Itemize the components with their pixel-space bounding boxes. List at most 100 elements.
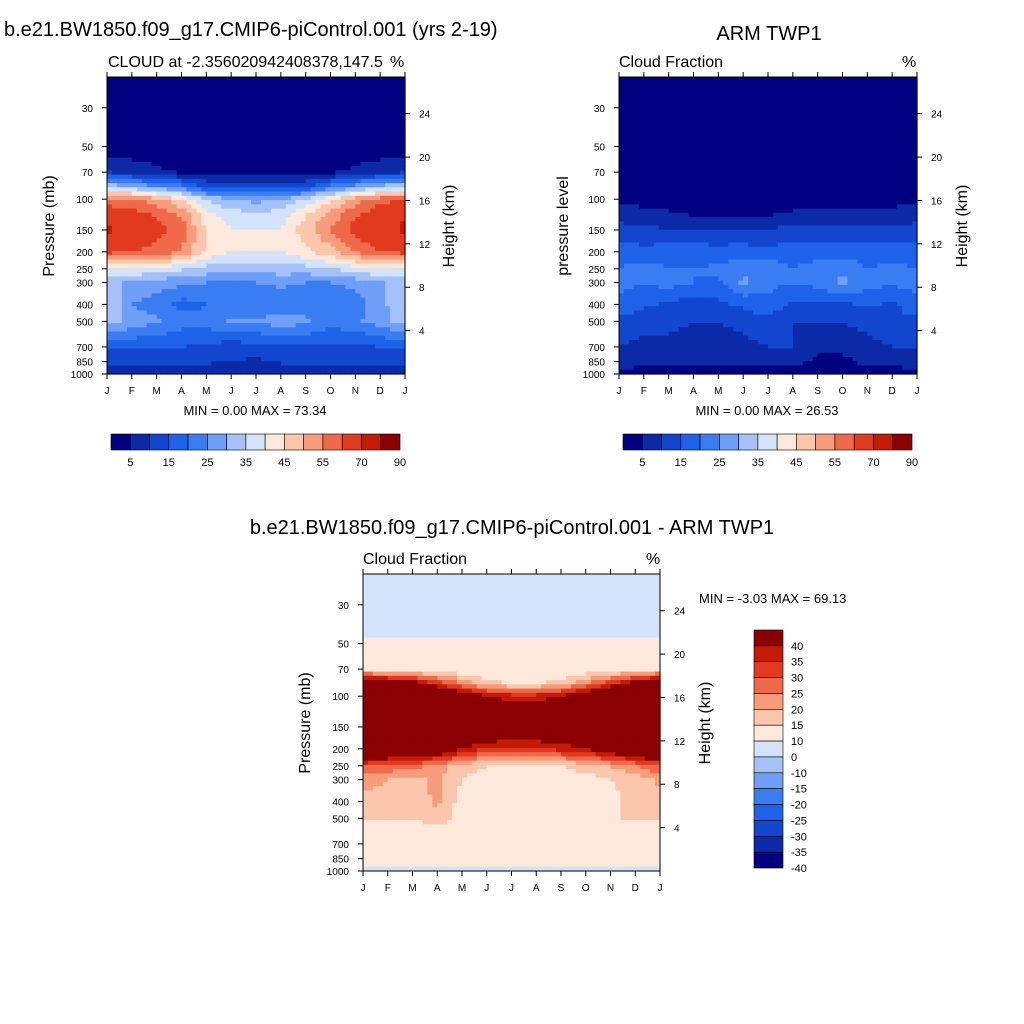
panel-model-field-cell (201, 365, 207, 371)
panel-model-field-cell (181, 191, 188, 197)
panel-model-field-cell (395, 233, 401, 239)
panel-model-field-cell (290, 293, 297, 299)
panel-model-field-cell (390, 242, 396, 248)
panel-model-field-cell (107, 267, 113, 273)
panel-obs-field-cell (753, 98, 759, 104)
panel-model-field-cell (126, 361, 133, 367)
panel-model-field-cell (400, 297, 406, 303)
panel-model-field-cell (355, 289, 361, 294)
panel-model-field-cell (270, 250, 277, 256)
panel-model-field-cell (126, 323, 133, 328)
panel-model-field-cell (126, 250, 133, 256)
panel-model-field-cell (251, 306, 257, 311)
panel-model-field-cell (315, 208, 322, 214)
panel-model-field-cell (246, 238, 252, 244)
panel-model-field-cell (350, 93, 356, 99)
panel-obs-field-cell (768, 98, 774, 104)
panel-model-field-cell (146, 293, 153, 299)
panel-obs-field-cell (872, 98, 878, 104)
panel-model-field-cell (370, 178, 376, 184)
panel-model-field-cell (206, 136, 212, 142)
panel-obs-field-cell (842, 106, 849, 112)
panel-model-field-cell (216, 314, 222, 320)
panel-model-field-cell (111, 204, 118, 210)
panel-model-field-cell (400, 352, 406, 358)
panel-obs-field-cell (753, 110, 759, 116)
panel-model-field-cell (300, 178, 307, 184)
panel-obs-field-cell (728, 77, 734, 82)
panel-model-field-cell (320, 119, 327, 125)
panel-obs-field-cell (882, 98, 888, 104)
panel-obs-field-cell (832, 77, 839, 82)
panel-model-field-cell (315, 357, 322, 362)
panel-model-field-cell (260, 77, 267, 82)
panel-model-field-cell (221, 267, 227, 273)
panel-obs-field-cell (782, 110, 789, 116)
panel-model-field-cell (176, 161, 183, 167)
panel-model-field-cell (241, 229, 247, 235)
panel-model-field-cell (196, 340, 202, 345)
panel-model-field-cell (330, 327, 337, 333)
panel-model-field-cell (171, 85, 178, 91)
panel-model-field-cell (186, 357, 193, 362)
panel-model-field-cell (265, 314, 272, 320)
panel-model-field-cell (121, 259, 128, 265)
panel-model-field-cell (400, 301, 406, 307)
panel-obs-field-cell (822, 85, 829, 91)
panel-model-field-cell (171, 357, 178, 362)
panel-model-field-cell (275, 369, 282, 375)
panel-model-colorbar-box (168, 433, 189, 451)
panel-model-field-cell (365, 301, 371, 307)
panel-model-field-cell (305, 89, 312, 95)
panel-model-field-cell (315, 335, 322, 341)
panel-model-field-cell (355, 331, 361, 337)
panel-obs-field-cell (907, 89, 913, 95)
panel-model-field-cell (355, 276, 361, 282)
panel-model-field-cell (151, 149, 158, 154)
panel-model-field-cell (251, 77, 257, 82)
panel-model-field-cell (395, 170, 401, 176)
panel-obs-field-cell (907, 119, 913, 125)
panel-model-field-cell (330, 102, 337, 108)
panel-model-field-cell (216, 200, 222, 205)
panel-model-field-cell (355, 191, 361, 197)
panel-model-field-cell (280, 357, 287, 362)
panel-obs-field-cell (892, 85, 898, 91)
panel-model-field-cell (196, 149, 202, 154)
panel-model-field-cell (265, 250, 272, 256)
panel-model-field-cell (370, 225, 376, 231)
panel-model-field-cell (295, 208, 302, 214)
panel-model-field-cell (350, 153, 356, 159)
panel-model-field-cell (241, 276, 247, 282)
panel-model-field-cell (116, 81, 123, 87)
panel-model-field-cell (395, 293, 401, 299)
panel-model-field-cell (256, 323, 262, 328)
panel-model-field-cell (206, 93, 212, 99)
panel-model-field-cell (330, 140, 337, 146)
panel-obs-field-cell (758, 102, 764, 108)
panel-model-field-cell (280, 204, 287, 210)
panel-model-field-cell (161, 136, 168, 142)
panel-model-field-cell (241, 140, 247, 146)
panel-model-field-cell (236, 225, 242, 231)
panel-obs-field-cell (817, 89, 824, 95)
panel-model-field-cell (400, 174, 406, 180)
panel-model-field-cell (360, 102, 366, 108)
panel-model-field-cell (365, 246, 371, 252)
panel-model-field-cell (156, 306, 163, 311)
panel-model-field-cell (181, 352, 188, 358)
panel-model-field-cell (251, 140, 257, 146)
panel-model-field-cell (265, 106, 272, 112)
panel-model-field-cell (116, 314, 123, 320)
panel-obs-field-cell (638, 106, 645, 112)
panel-model-field-cell (375, 85, 381, 91)
panel-model-field-cell (186, 166, 193, 171)
panel-model-field-cell (295, 157, 302, 163)
panel-model-field-cell (246, 221, 252, 227)
panel-model-field-cell (186, 102, 193, 108)
panel-obs-field-cell (877, 89, 883, 95)
panel-model-field-cell (350, 89, 356, 95)
panel-model-field-cell (305, 267, 312, 273)
panel-obs-field-cell (852, 110, 858, 116)
panel-model-field-cell (251, 221, 257, 227)
